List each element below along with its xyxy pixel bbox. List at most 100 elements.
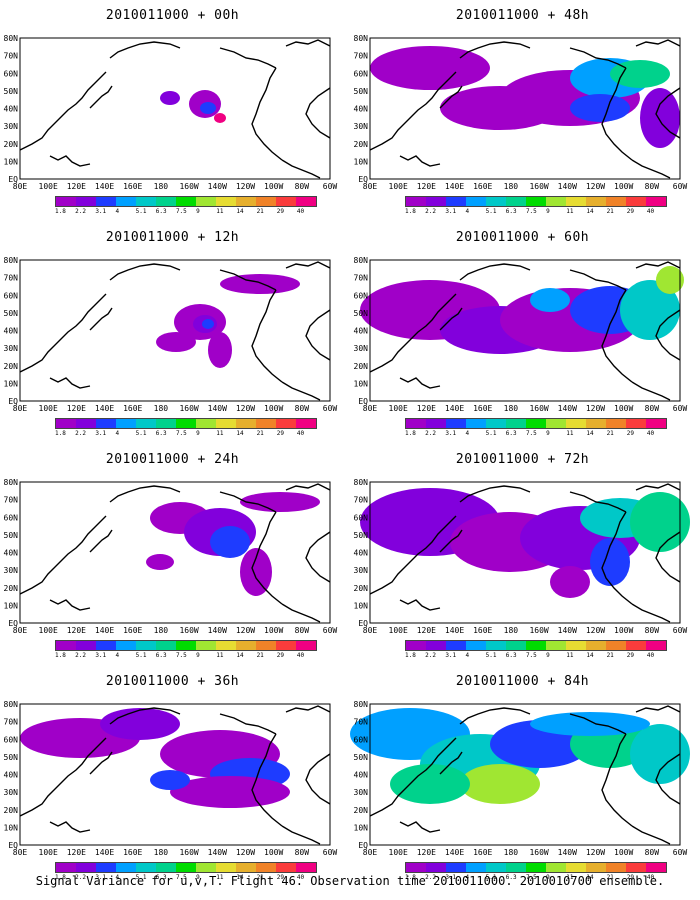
lon-tick-label: 100E <box>389 182 408 191</box>
coastline <box>19 737 107 817</box>
colorbar-swatch <box>276 197 296 206</box>
coastline <box>89 85 113 109</box>
colorbar-swatch <box>236 863 256 872</box>
colorbar-label: 11 <box>216 652 224 659</box>
colorbar-label: 7.5 <box>525 874 537 881</box>
colorbar-label: 11 <box>216 208 224 215</box>
colorbar-swatch <box>256 197 276 206</box>
colorbar-label: 2.2 <box>75 652 86 659</box>
variance-contour <box>530 288 570 312</box>
colorbar-swatch <box>626 641 646 650</box>
coastline <box>459 41 531 59</box>
colorbar-label: 3.1 <box>445 874 457 881</box>
colorbar-label: 40 <box>296 874 305 881</box>
coastline <box>635 261 681 269</box>
coastline <box>439 751 463 775</box>
variance-contour <box>210 526 250 558</box>
coastline <box>601 289 633 383</box>
coastline <box>251 733 283 827</box>
lon-tick-label: 80E <box>363 848 378 857</box>
variance-field <box>360 266 684 354</box>
map-panel: 2010011000 + 60h 80E 100E 120E 140E 160E 180 16… <box>350 222 695 444</box>
map-plot: 80E 100E 120E 140E 160E 180 160W 140W 120W 100W 80… <box>350 700 690 857</box>
colorbar-swatch <box>406 641 426 650</box>
variance-contour <box>214 113 226 123</box>
colorbar-swatch <box>546 863 566 872</box>
colorbar-label: 29 <box>626 430 634 437</box>
colorbar-swatch <box>56 641 76 650</box>
lat-tick-label: 80N <box>354 700 369 709</box>
colorbar-label: 5.1 <box>135 208 147 215</box>
lat-tick-label: 20N <box>4 584 19 593</box>
colorbar-label: 21 <box>606 208 614 215</box>
colorbar-swatch <box>156 641 176 650</box>
lat-tick-label: 20N <box>4 140 19 149</box>
colorbar-label: 1.8 <box>55 208 66 215</box>
lat-tick-label: 60N <box>354 735 369 744</box>
colorbar-label: 21 <box>256 874 264 881</box>
colorbar-label: 4 <box>115 430 120 437</box>
colorbar-label: 2.2 <box>425 652 436 659</box>
coastline <box>49 821 91 833</box>
variance-contour <box>620 280 680 340</box>
lon-tick-label: 80E <box>13 626 28 635</box>
colorbar-label: 9 <box>546 652 550 659</box>
colorbar-label: 4 <box>115 208 120 215</box>
coastline <box>285 705 331 713</box>
lon-tick-label: 80E <box>363 404 378 413</box>
colorbar: 1.8 2.2 3.1 4 5.1 6.3 7.5 9 11 14 21 29 40 <box>55 196 317 215</box>
coastline <box>631 603 671 623</box>
colorbar-swatch <box>176 419 196 428</box>
colorbar-label: 21 <box>256 430 264 437</box>
coastline <box>459 707 531 725</box>
coastline <box>305 531 331 583</box>
colorbar-swatch <box>116 197 136 206</box>
lon-tick-label: 160W <box>179 626 198 635</box>
lon-tick-label: 140W <box>208 626 227 635</box>
map-panel: 2010011000 + 12h 80E 100E 120E 140E 160E 180 16… <box>0 222 345 444</box>
colorbar-labels: 1.8 2.2 3.1 4 5.1 6.3 7.5 9 11 14 21 29 40 <box>55 208 317 215</box>
lon-tick-label: 80E <box>363 182 378 191</box>
lon-tick-label: 160W <box>529 626 548 635</box>
lon-tick-label: 60W <box>673 404 688 413</box>
coastline <box>635 483 681 491</box>
colorbar-label: 7.5 <box>175 874 187 881</box>
lon-tick-label: 180 <box>154 182 169 191</box>
colorbar-label: 7.5 <box>175 208 187 215</box>
variance-contour <box>200 102 216 114</box>
variance-contour <box>530 712 650 736</box>
variance-field <box>370 46 680 148</box>
variance-field <box>156 274 300 368</box>
colorbar-label: 29 <box>626 874 634 881</box>
map-plot: 80E 100E 120E 140E 160E 180 160W 140W 120W 100W 80… <box>4 34 338 191</box>
colorbar-swatch <box>606 419 626 428</box>
colorbar-swatch <box>76 419 96 428</box>
variance-contour <box>146 554 174 570</box>
colorbar-swatch <box>586 419 606 428</box>
lon-tick-label: 80W <box>295 848 310 857</box>
map-panel: 2010011000 + 84h 80E 100E 120E 140E 160E 180 16… <box>350 666 695 888</box>
panel-title: 2010011000 + 00h <box>105 8 240 23</box>
lat-tick-label: 30N <box>4 566 19 575</box>
lat-tick-label: 30N <box>354 788 369 797</box>
colorbar-label: 1.8 <box>405 430 416 437</box>
colorbar-swatch <box>426 197 446 206</box>
lat-tick-label: 20N <box>354 140 369 149</box>
colorbar: 1.8 2.2 3.1 4 5.1 6.3 7.5 9 11 14 21 29 40 <box>405 418 667 437</box>
colorbar-swatches <box>55 862 317 873</box>
colorbar-swatch <box>156 863 176 872</box>
lat-tick-label: 80N <box>4 478 19 487</box>
lat-tick-label: 40N <box>4 327 19 336</box>
map-frame <box>19 481 331 624</box>
colorbar-label: 9 <box>196 208 200 215</box>
panel-title: 2010011000 + 36h <box>105 674 240 689</box>
lon-tick-label: 180 <box>154 626 169 635</box>
lat-tick-label: 60N <box>354 69 369 78</box>
variance-contour <box>640 88 680 148</box>
colorbar-label: 14 <box>586 874 594 881</box>
coastline <box>459 263 531 281</box>
colorbar-labels: 1.8 2.2 3.1 4 5.1 6.3 7.5 9 11 14 21 29 40 <box>55 430 317 437</box>
map-frame <box>19 259 331 402</box>
lon-tick-label: 160W <box>179 848 198 857</box>
coastline <box>569 269 627 291</box>
